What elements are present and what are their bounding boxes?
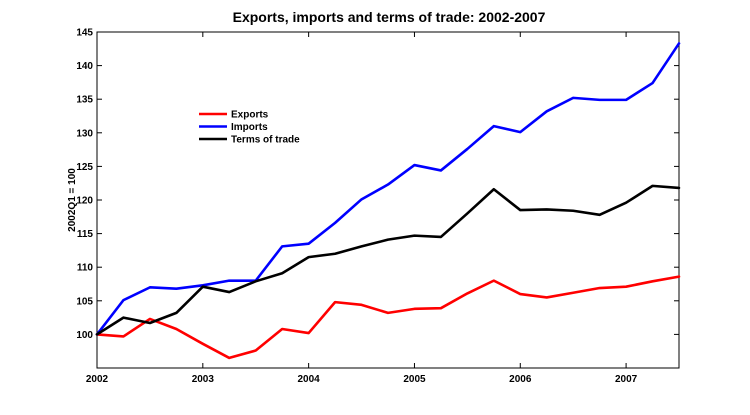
series-line-terms-of-trade [95, 184, 681, 336]
x-tick-label: 2005 [403, 374, 426, 385]
y-tick-label: 145 [76, 28, 93, 39]
x-tick-label: 2007 [615, 374, 638, 385]
x-tick-label: 2002 [86, 374, 109, 385]
x-tick-label: 2004 [298, 374, 321, 385]
plot-area [96, 31, 680, 369]
legend-label: Terms of trade [231, 135, 300, 146]
y-tick-label: 135 [76, 95, 93, 106]
y-tick-label: 140 [76, 61, 93, 72]
series-line-exports [95, 275, 681, 360]
y-tick-label: 125 [76, 162, 93, 173]
y-tick-label: 120 [76, 196, 93, 207]
x-axis: 2002 2003 2004 2005 2006 2007 [86, 32, 638, 385]
chart-title: Exports, imports and terms of trade: 200… [233, 9, 546, 25]
y-tick-label: 105 [76, 296, 93, 307]
series-layer [95, 42, 681, 360]
series-line-imports [95, 42, 681, 336]
y-axis: 100 105 110 115 120 125 130 135 140 145 [76, 28, 679, 341]
y-tick-label: 110 [77, 263, 94, 274]
y-tick-label: 130 [76, 128, 93, 139]
y-axis-label: 2002Q1 = 100 [67, 168, 78, 232]
x-tick-label: 2006 [509, 374, 532, 385]
y-tick-label: 115 [77, 229, 94, 240]
y-tick-label: 100 [76, 330, 93, 341]
x-tick-label: 2003 [192, 374, 215, 385]
legend-label: Exports [231, 110, 269, 121]
legend-label: Imports [231, 122, 268, 133]
